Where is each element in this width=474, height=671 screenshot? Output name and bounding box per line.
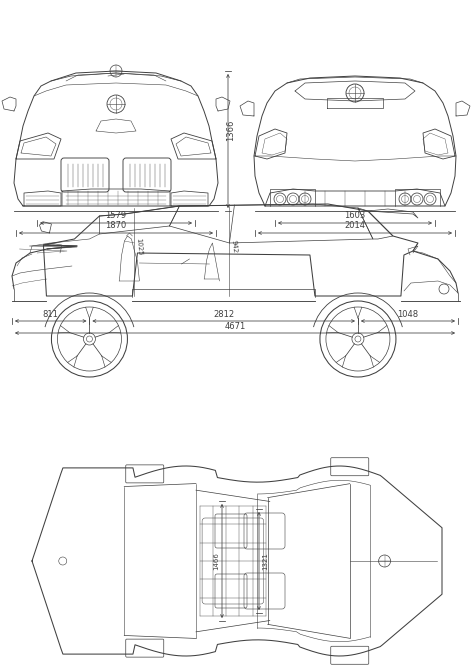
Text: 1048: 1048 (397, 310, 419, 319)
Text: 1025: 1025 (136, 238, 143, 256)
Text: 1603: 1603 (345, 211, 365, 221)
Text: 4671: 4671 (224, 322, 246, 331)
Text: 2014: 2014 (345, 221, 365, 231)
Text: 811: 811 (43, 310, 59, 319)
Text: 1579: 1579 (105, 211, 127, 221)
Text: 942: 942 (230, 239, 237, 253)
Text: 1366: 1366 (227, 119, 236, 141)
Text: 1466: 1466 (213, 552, 219, 570)
Text: 2812: 2812 (213, 310, 234, 319)
Text: 1321: 1321 (262, 552, 268, 570)
Text: 1870: 1870 (105, 221, 127, 231)
